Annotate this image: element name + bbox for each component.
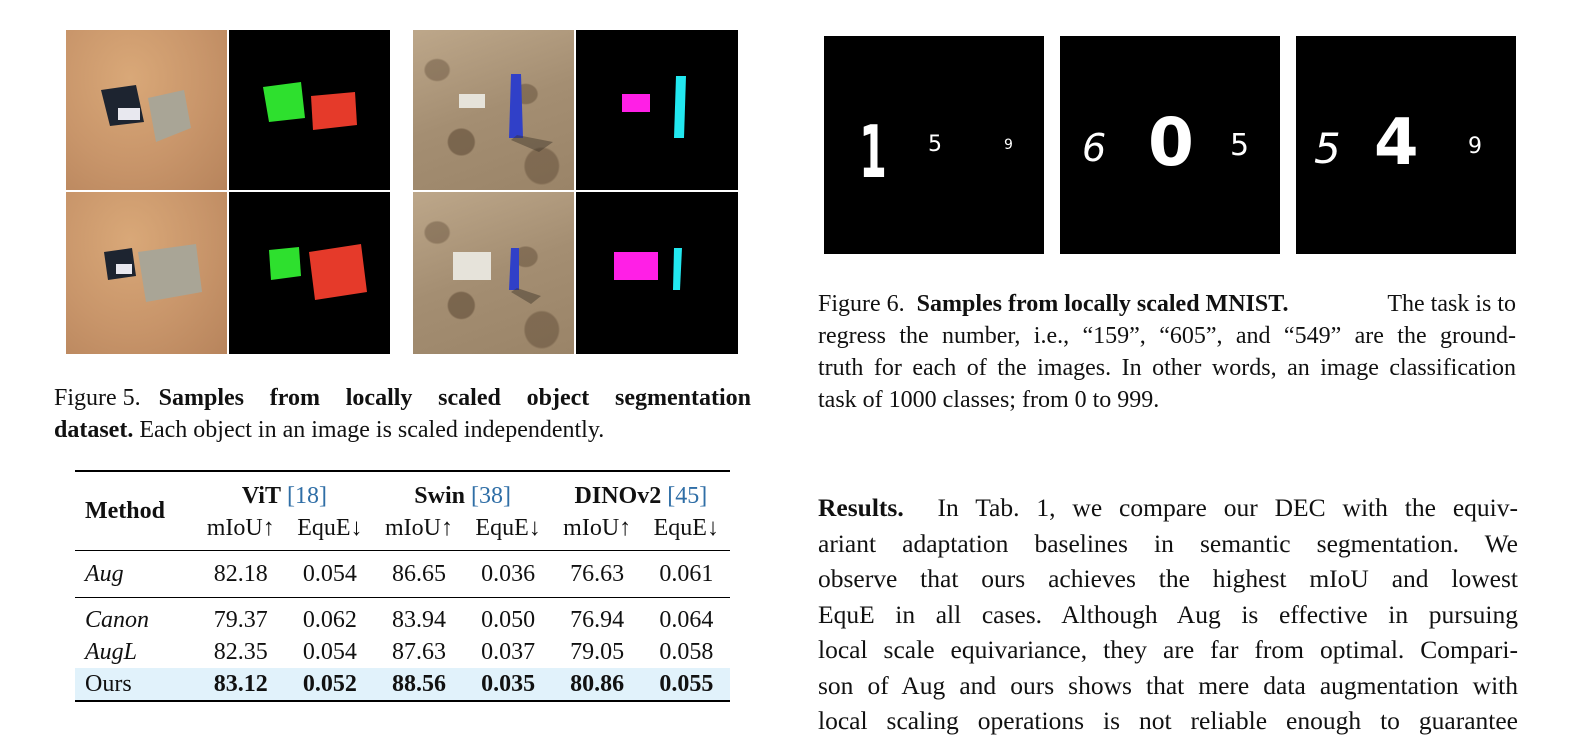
scene2-mask-bottom <box>576 192 738 354</box>
metric-header: mIoU↑ <box>206 514 275 541</box>
mnist-panel-2: 6 0 5 <box>1060 36 1280 254</box>
group-header-vit: ViT [18] <box>241 482 327 509</box>
mnist-digit: 0 <box>1148 104 1194 181</box>
mnist-digit: 1 <box>859 110 887 194</box>
metric-header: EquE↓ <box>297 514 363 541</box>
figure6-caption-line: regress the number, i.e., “159”, “605”, … <box>818 323 1516 349</box>
figure5-title: Samples from locally scaled object segme… <box>158 385 751 411</box>
results-paragraph: Results. In Tab. 1, we compare our DEC w… <box>818 490 1518 739</box>
figure6-caption-line: truth for each of the images. In other w… <box>818 355 1516 381</box>
mnist-panel-1: 1 5 9 <box>824 36 1044 254</box>
mnist-digit: 6 <box>1082 126 1107 170</box>
mnist-digit: 5 <box>928 132 942 157</box>
results-line: local scale equivariance, they are far f… <box>818 635 1518 664</box>
mnist-digit: 4 <box>1374 106 1419 180</box>
figure6-title: Samples from locally scaled MNIST. <box>916 291 1289 317</box>
results-line: EquE in all cases. Although Aug is effec… <box>818 599 1518 629</box>
figure5-caption: Figure 5. Samples from locally scaled ob… <box>54 382 751 446</box>
results-line: observe that ours achieves the highest m… <box>818 564 1518 593</box>
mnist-digit: 5 <box>1230 128 1250 163</box>
scene1-rgb-top <box>66 30 227 190</box>
metric-header: EquE↓ <box>475 514 541 541</box>
table-row-highlighted: Ours 83.12 0.052 88.56 0.035 80.86 0.055 <box>75 668 730 701</box>
results-line: local scaling operations is not reliable… <box>818 706 1518 735</box>
results-line: son of Aug and ours shows that mere data… <box>818 670 1518 700</box>
group-header-dinov2: DINOv2 [45] <box>574 482 708 509</box>
mnist-digit: 5 <box>1314 124 1341 173</box>
mnist-digit: 9 <box>1004 137 1013 153</box>
method-header: Method <box>85 497 165 524</box>
mnist-digit: 9 <box>1468 134 1482 159</box>
mnist-panel-3: 5 4 9 <box>1296 36 1516 254</box>
figure6-caption: Figure 6. Samples from locally scaled MN… <box>818 288 1516 416</box>
table-row: AugL 82.35 0.054 87.63 0.037 79.05 0.058 <box>85 638 714 665</box>
figure6-caption-line: task of 1000 classes; from 0 to 999. <box>818 387 1160 413</box>
metric-header: mIoU↑ <box>563 514 632 541</box>
results-line: In Tab. 1, we compare our DEC with the e… <box>937 493 1518 522</box>
scene1-mask-bottom <box>229 192 390 354</box>
figure5-caption-rest: Each object in an image is scaled indepe… <box>139 417 605 443</box>
scene1-rgb-bottom <box>66 192 227 354</box>
figure5-label: Figure 5. <box>54 385 141 411</box>
group-header-swin: Swin [38] <box>414 482 511 509</box>
table-row: Aug 82.18 0.054 86.65 0.036 76.63 0.061 <box>75 551 730 598</box>
figure6-label: Figure 6. <box>818 291 905 317</box>
metric-header: mIoU↑ <box>384 514 453 541</box>
table-row: Canon 79.37 0.062 83.94 0.050 76.94 0.06… <box>85 606 714 633</box>
scene1-mask-top <box>229 30 390 190</box>
scene2-mask-top <box>576 30 738 190</box>
scene2-rgb-top <box>413 30 574 190</box>
results-table: Method ViT [18] Swin [38] DINOv2 [45] mI… <box>75 470 730 702</box>
scene2-rgb-bottom <box>413 192 574 354</box>
metric-header: EquE↓ <box>653 514 719 541</box>
results-line: ariant adaptation baselines in semantic … <box>818 528 1518 558</box>
results-heading: Results. <box>818 493 904 522</box>
